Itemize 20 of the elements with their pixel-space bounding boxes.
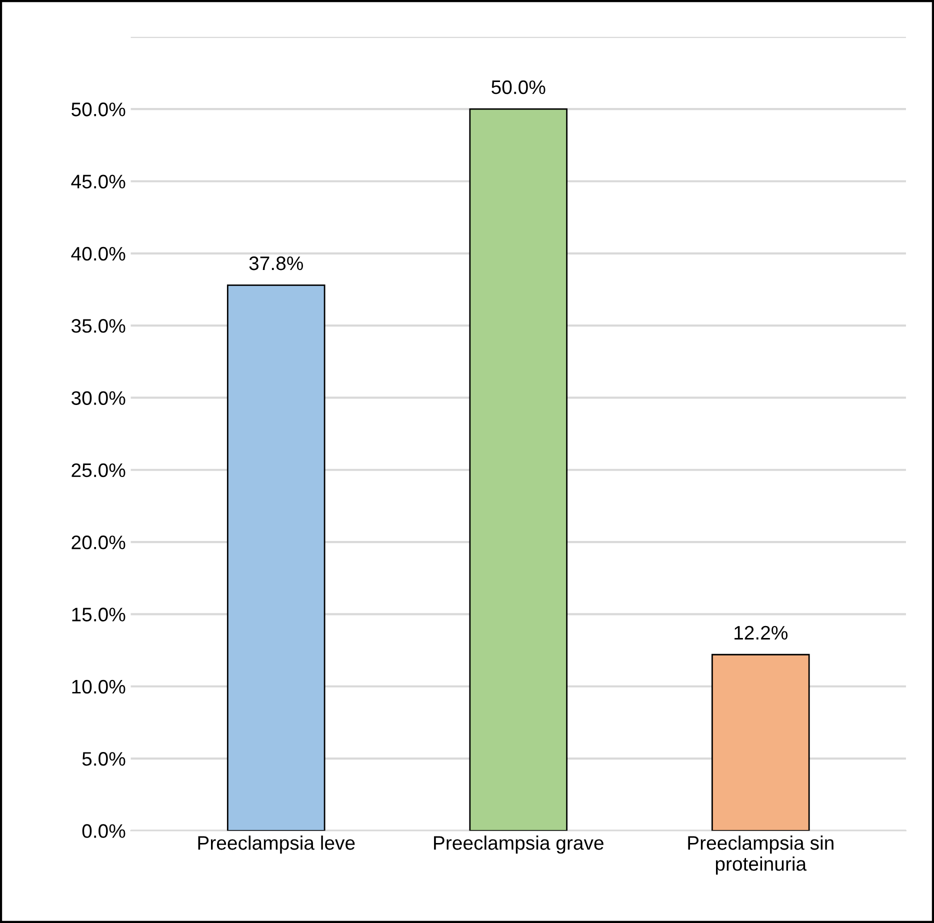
- data-label: 37.8%: [249, 256, 303, 270]
- bar: [226, 284, 326, 831]
- y-tick-label: 45.0%: [71, 174, 126, 188]
- y-tick-label: 25.0%: [72, 463, 126, 478]
- data-label: 50.0%: [492, 80, 546, 94]
- bar: [469, 108, 568, 831]
- data-label: 12.2%: [734, 626, 788, 640]
- x-tick-label: Preeclampsia leve: [198, 836, 355, 854]
- y-tick-label: 5.0%: [82, 752, 126, 766]
- y-tick-label: 20.0%: [72, 536, 126, 550]
- x-tick-label: Preeclampsia grave: [434, 836, 604, 854]
- y-tick-label: 40.0%: [71, 246, 126, 261]
- y-tick-label: 15.0%: [72, 608, 126, 622]
- y-tick-label: 0.0%: [82, 824, 126, 838]
- y-tick-label: 35.0%: [72, 319, 126, 333]
- y-tick-label: 30.0%: [72, 391, 126, 405]
- bar: [711, 654, 810, 831]
- y-tick-label: 50.0%: [72, 102, 126, 116]
- y-tick-label: 10.0%: [72, 680, 126, 694]
- x-tick-label: Preeclampsia sin proteinuria: [688, 836, 834, 875]
